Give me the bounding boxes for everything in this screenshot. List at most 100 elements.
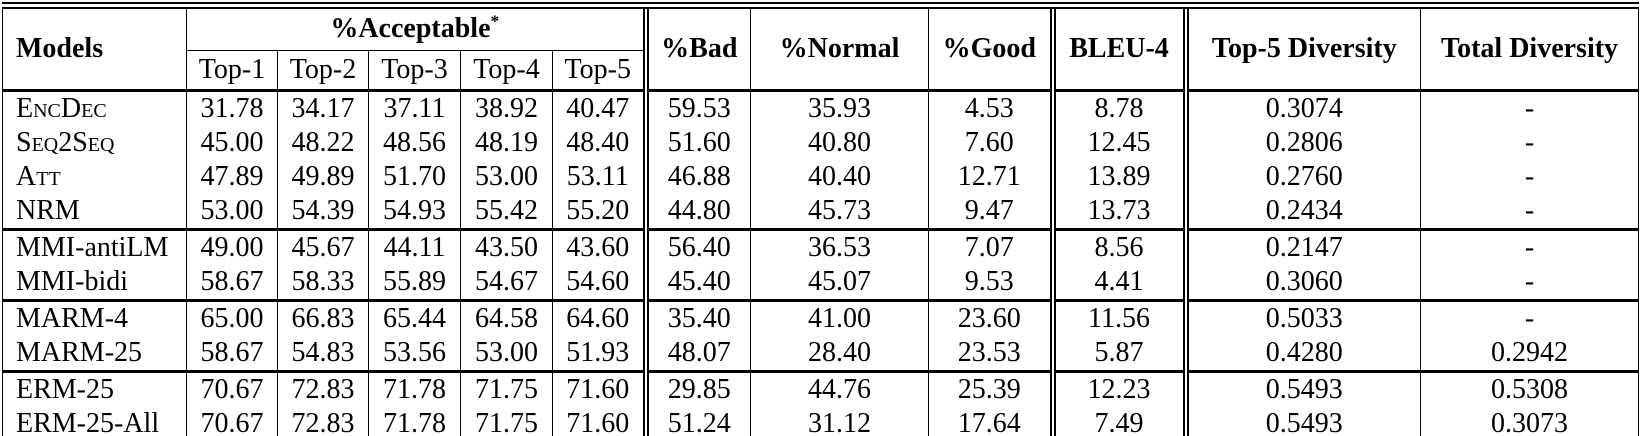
table-row: NRM 53.00 54.39 54.93 55.42 55.20 44.80 45.73 9.… — [3, 194, 1639, 230]
value-cell: 9.47 — [928, 194, 1053, 230]
model-name-cell: MARM-4 — [2, 299, 187, 336]
value-cell: 44.80 — [642, 194, 751, 230]
value-cell: 45.73 — [750, 194, 929, 230]
value-cell: 48.07 — [642, 336, 751, 372]
value-cell: 4.41 — [1049, 265, 1186, 301]
value-cell: 0.2760 — [1182, 160, 1421, 194]
table-row: ERM-25 70.67 72.83 71.78 71.75 71.60 29.85 44.7… — [2, 370, 1639, 407]
table-row: MARM-4 65.00 66.83 65.44 64.58 64.60 35.40 41.0… — [2, 299, 1639, 336]
col-header-top5: Top-5 — [551, 50, 646, 92]
value-cell: 66.83 — [277, 299, 369, 336]
value-cell: 4.53 — [928, 90, 1053, 126]
header-row-topn: Top-1 Top-2 Top-3 Top-4 Top-5 — [3, 50, 1639, 92]
value-cell: 44.11 — [368, 228, 461, 265]
value-cell: 51.70 — [368, 160, 461, 194]
value-cell: 23.53 — [928, 336, 1053, 372]
value-cell: 47.89 — [186, 160, 278, 194]
value-cell: 55.89 — [368, 265, 461, 301]
value-cell: 51.24 — [642, 407, 751, 436]
value-cell: - — [1420, 265, 1639, 301]
value-cell: 36.53 — [750, 228, 929, 265]
col-header-top5-diversity: Top-5 Diversity — [1182, 5, 1421, 92]
value-cell: 40.47 — [551, 90, 646, 126]
value-cell: 31.78 — [186, 90, 278, 126]
table-row: Seq2Seq 45.00 48.22 48.56 48.19 48.40 51.60 40.… — [3, 126, 1639, 160]
value-cell: 53.00 — [460, 160, 553, 194]
value-cell: 46.88 — [642, 160, 751, 194]
value-cell: 0.3073 — [1420, 407, 1639, 436]
value-cell: 64.58 — [460, 299, 553, 336]
value-cell: 54.67 — [460, 265, 553, 301]
value-cell: 0.3074 — [1182, 90, 1421, 126]
col-header-bleu4: BLEU-4 — [1049, 5, 1186, 92]
model-name-cell: MMI-antiLM — [2, 228, 187, 265]
value-cell: 7.60 — [928, 126, 1053, 160]
table-body: EncDec 31.78 34.17 37.11 38.92 40.47 59.53 35.9… — [2, 90, 1639, 436]
value-cell: 0.3060 — [1182, 265, 1421, 301]
value-cell: 8.78 — [1049, 90, 1186, 126]
value-cell: - — [1420, 228, 1639, 265]
acceptable-label: %Acceptable — [330, 13, 491, 45]
col-header-top3: Top-3 — [368, 50, 461, 92]
col-header-total-diversity: Total Diversity — [1420, 5, 1639, 92]
value-cell: 53.00 — [186, 194, 278, 230]
header-row-main: Models %Acceptable* %Bad %Normal %Good B… — [2, 5, 1639, 92]
value-cell: - — [1420, 126, 1639, 160]
value-cell: 58.33 — [277, 265, 369, 301]
value-cell: 41.00 — [750, 299, 929, 336]
value-cell: 71.60 — [551, 407, 646, 436]
value-cell: 54.83 — [277, 336, 369, 372]
value-cell: 45.67 — [277, 228, 369, 265]
value-cell: 17.64 — [928, 407, 1053, 436]
table-row: MARM-25 58.67 54.83 53.56 53.00 51.93 48.07 28.… — [3, 336, 1639, 372]
value-cell: 28.40 — [750, 336, 929, 372]
value-cell: 71.60 — [551, 370, 646, 407]
value-cell: 43.60 — [551, 228, 646, 265]
value-cell: 71.78 — [368, 370, 461, 407]
value-cell: 0.2434 — [1182, 194, 1421, 230]
value-cell: 31.12 — [750, 407, 929, 436]
value-cell: 54.93 — [368, 194, 461, 230]
value-cell: 11.56 — [1049, 299, 1186, 336]
value-cell: 0.4280 — [1182, 336, 1421, 372]
value-cell: 40.40 — [750, 160, 929, 194]
value-cell: 70.67 — [186, 407, 278, 436]
col-header-good: %Good — [928, 5, 1053, 92]
value-cell: 45.07 — [750, 265, 929, 301]
acceptable-footnote-marker: * — [490, 11, 500, 31]
value-cell: 0.5033 — [1182, 299, 1421, 336]
value-cell: 48.19 — [460, 126, 553, 160]
value-cell: 0.5493 — [1182, 370, 1421, 407]
value-cell: 44.76 — [750, 370, 929, 407]
col-header-top2: Top-2 — [277, 50, 369, 92]
table-row: EncDec 31.78 34.17 37.11 38.92 40.47 59.53 35.9… — [3, 90, 1639, 126]
table-row: MMI-bidi 58.67 58.33 55.89 54.67 54.60 45.40 45… — [3, 265, 1639, 301]
col-header-acceptable: %Acceptable* — [185, 5, 646, 51]
value-cell: 40.80 — [750, 126, 929, 160]
value-cell: 55.42 — [460, 194, 553, 230]
table-row: MMI-antiLM 49.00 45.67 44.11 43.50 43.60 56.40… — [2, 228, 1639, 265]
value-cell: 25.39 — [928, 370, 1053, 407]
model-name-cell: ERM-25 — [2, 370, 187, 407]
value-cell: 65.00 — [186, 299, 278, 336]
value-cell: 71.75 — [460, 407, 553, 436]
value-cell: 12.23 — [1049, 370, 1186, 407]
value-cell: 7.49 — [1049, 407, 1186, 436]
value-cell: 13.73 — [1049, 194, 1186, 230]
value-cell: 54.39 — [277, 194, 369, 230]
value-cell: 48.40 — [551, 126, 646, 160]
value-cell: 49.89 — [277, 160, 369, 194]
value-cell: 72.83 — [277, 370, 369, 407]
model-name-cell: EncDec — [16, 92, 107, 124]
value-cell: 48.22 — [277, 126, 369, 160]
value-cell: 49.00 — [186, 228, 278, 265]
value-cell: 13.89 — [1049, 160, 1186, 194]
value-cell: 12.71 — [928, 160, 1053, 194]
value-cell: 53.00 — [460, 336, 553, 372]
value-cell: - — [1420, 160, 1639, 194]
col-header-top1: Top-1 — [186, 50, 278, 92]
value-cell: 0.2147 — [1182, 228, 1421, 265]
value-cell: 48.56 — [368, 126, 461, 160]
value-cell: 12.45 — [1049, 126, 1186, 160]
